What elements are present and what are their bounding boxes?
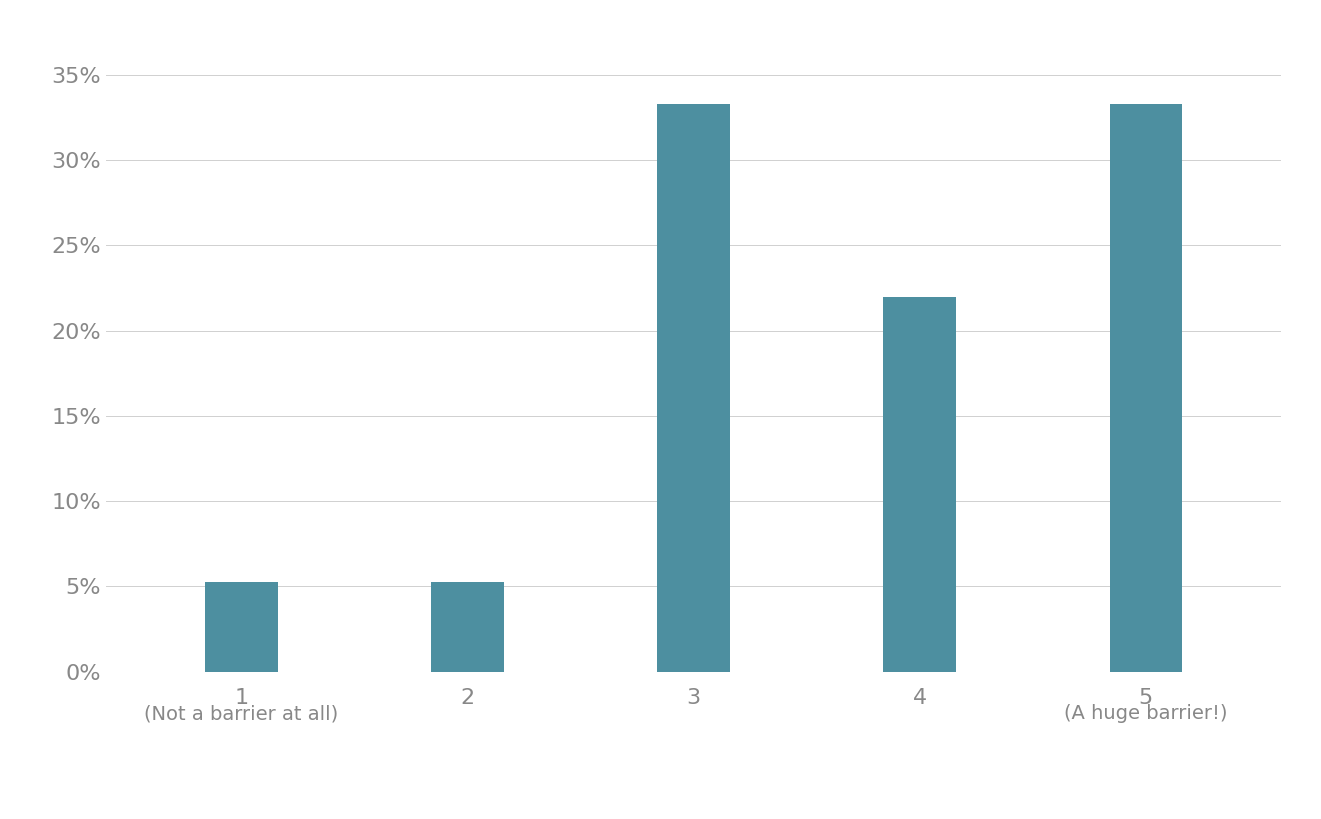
Text: (Not a barrier at all): (Not a barrier at all) <box>144 704 338 723</box>
Bar <box>205 582 277 672</box>
Bar <box>1110 103 1182 672</box>
Bar <box>658 103 729 672</box>
Text: (A huge barrier!): (A huge barrier!) <box>1063 704 1227 723</box>
Bar <box>431 582 503 672</box>
Bar <box>884 297 956 672</box>
